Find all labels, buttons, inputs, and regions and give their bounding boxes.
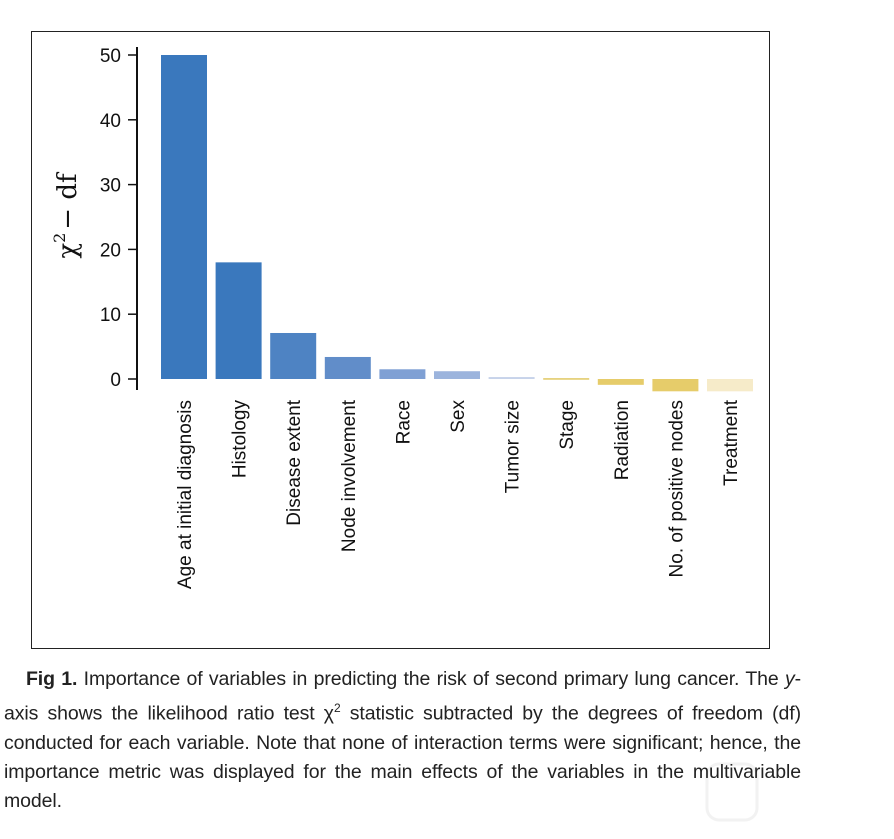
y-tick-label: 50 [100, 46, 121, 67]
y-label-base: χ [53, 243, 83, 259]
caption-text-3: statistic subtracted by the degrees of f… [4, 702, 801, 812]
bar [652, 379, 699, 392]
bar [215, 262, 262, 379]
bars [161, 55, 753, 392]
watermark-logo [705, 762, 759, 822]
bar [270, 332, 317, 379]
y-tick-label: 10 [100, 305, 121, 326]
bar [434, 371, 480, 379]
y-label-rest: − df [53, 171, 83, 230]
x-category-label: Stage [557, 400, 578, 450]
bar [597, 379, 644, 385]
figure-label: Fig 1. [26, 668, 78, 690]
x-category-label: Radiation [612, 400, 633, 480]
x-category-label: Histology [230, 400, 251, 479]
bar [324, 356, 371, 379]
x-category-label: Sex [448, 400, 469, 433]
x-category-label: Tumor size [503, 400, 524, 493]
bar [488, 377, 535, 379]
y-tick-label: 30 [100, 176, 121, 197]
caption-text-1: Importance of variables in predicting th… [83, 668, 785, 690]
x-category-label: No. of positive nodes [666, 400, 687, 577]
figure-frame [31, 31, 770, 649]
caption-y-italic: y [784, 668, 795, 690]
y-label-sup: 2 [50, 233, 69, 243]
caption-sup: 2 [333, 701, 341, 715]
y-tick-label: 20 [100, 240, 121, 261]
bar-chart: 0 10 20 30 40 50 Age at initial diagnosis Hist… [50, 46, 753, 589]
x-category-label: Treatment [721, 399, 742, 486]
y-tick-label: 0 [110, 370, 121, 391]
y-axis: 0 10 20 30 40 50 [100, 46, 138, 391]
figure-caption: Fig 1. Importance of variables in predic… [4, 665, 801, 816]
caption-text-2: -axis shows the likelihood ratio test χ [4, 668, 801, 725]
bar [161, 55, 207, 379]
y-tick-label: 40 [100, 111, 121, 132]
x-category-label: Age at initial diagnosis [175, 400, 196, 589]
bar [707, 379, 753, 392]
x-category-label: Race [393, 400, 414, 444]
x-category-label: Disease extent [284, 399, 305, 525]
y-axis-label: χ2 − df [50, 171, 83, 259]
bar [543, 378, 590, 380]
x-category-label: Node involvement [339, 399, 360, 552]
bar [379, 369, 426, 379]
category-labels: Age at initial diagnosis Histology Disease… [175, 399, 742, 589]
